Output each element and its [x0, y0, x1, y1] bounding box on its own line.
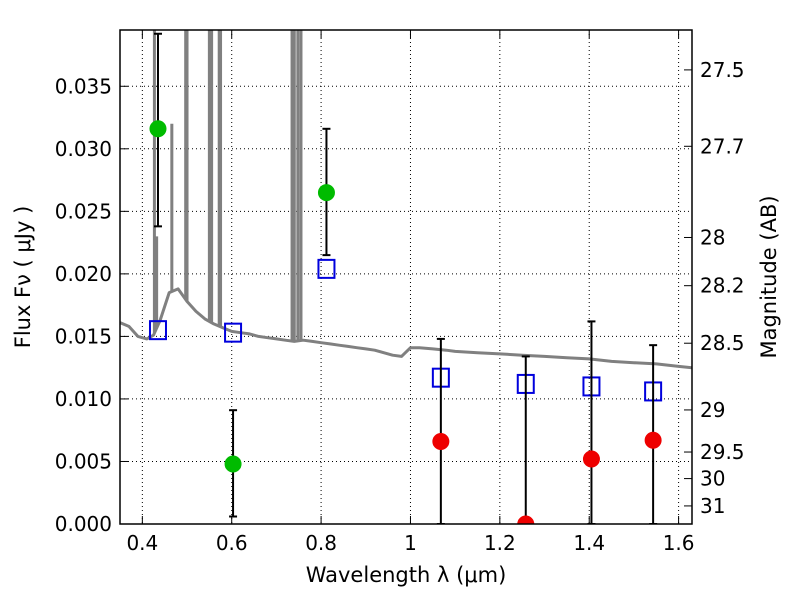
non-detection-point	[644, 431, 662, 449]
non-detection-point	[517, 515, 535, 524]
x-tick-label: 1.2	[484, 531, 516, 555]
detection-point	[224, 455, 242, 473]
magnitude-tick-label: 28.2	[700, 274, 745, 298]
data-series	[120, 30, 692, 524]
y-tick-label: 0.010	[55, 387, 112, 411]
right-axis-title: Magnitude (AB)	[757, 195, 781, 358]
magnitude-tick-label: 27.5	[700, 58, 745, 82]
x-tick-label: 1.6	[663, 531, 695, 555]
magnitude-tick-label: 28	[700, 225, 725, 249]
y-tick-label: 0.005	[55, 449, 112, 473]
sed-continuum-line	[120, 287, 692, 370]
y-tick-label: 0.030	[55, 137, 112, 161]
plot-frame	[119, 29, 693, 525]
y-tick-label: 0.035	[55, 74, 112, 98]
magnitude-tick-label: 29	[700, 398, 725, 422]
model-photometry-square	[148, 320, 167, 341]
magnitude-tick-label: 31	[700, 494, 725, 518]
magnitude-tick-label: 30	[700, 467, 725, 491]
non-detection-point	[432, 432, 450, 450]
detection-point	[149, 120, 167, 138]
x-tick-label: 0.4	[126, 531, 158, 555]
model-photometry-square	[224, 322, 243, 343]
magnitude-tick-label: 27.7	[700, 134, 745, 158]
x-tick-label: 0.6	[216, 531, 248, 555]
grid-lines	[120, 30, 692, 525]
model-photometry-square	[317, 258, 336, 279]
y-tick-label: 0.025	[55, 199, 112, 223]
x-axis-title: Wavelength λ (μm)	[306, 563, 507, 587]
magnitude-tick-label: 29.5	[700, 440, 745, 464]
detection-point	[317, 184, 335, 202]
x-tick-label: 0.8	[305, 531, 337, 555]
y-tick-label: 0.020	[55, 262, 112, 286]
y-tick-label: 0.000	[55, 512, 112, 536]
magnitude-tick-label: 28.5	[700, 331, 745, 355]
x-tick-label: 1.4	[573, 531, 605, 555]
non-detection-point	[582, 450, 600, 468]
axis-ticks: 0.4 0.6 0.8 1 1.2 1.4 1.6 0.000 0.005 0.010 0.015 0…	[55, 30, 745, 555]
x-tick-label: 1	[404, 531, 417, 555]
y-tick-label: 0.015	[55, 324, 112, 348]
y-axis-title: Flux Fν ( μJy )	[11, 206, 35, 349]
